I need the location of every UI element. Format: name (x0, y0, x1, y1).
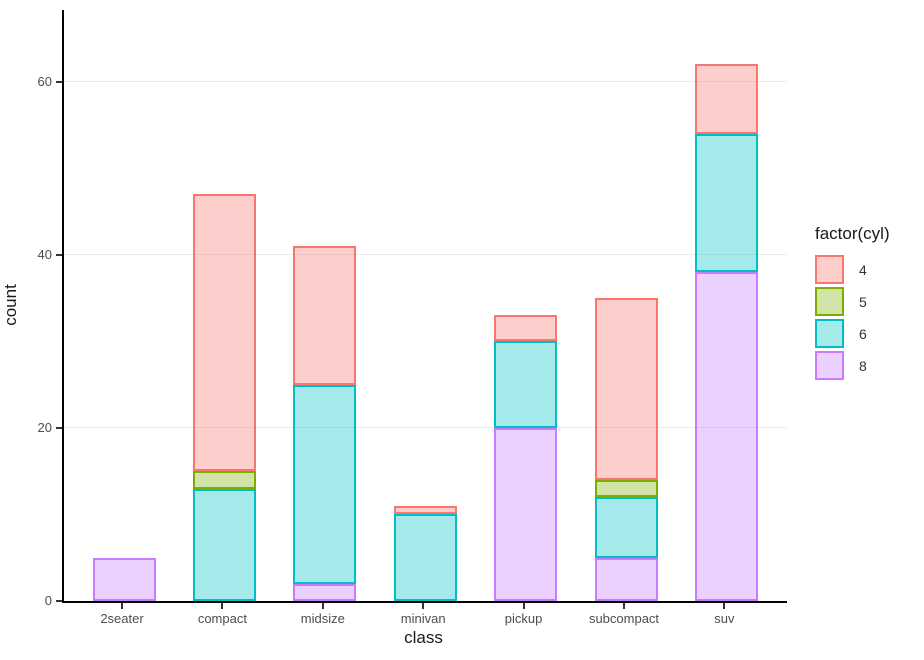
bar-segment-suv-cyl8 (694, 272, 758, 601)
bar-segment-midsize-cyl4 (293, 246, 357, 385)
x-axis-tick-2seater (121, 603, 123, 609)
bar-segment-minivan-cyl6 (393, 514, 457, 601)
legend-key-swatch-4 (815, 255, 844, 284)
legend: factor(cyl) 4 5 6 8 (815, 224, 890, 383)
bar-compact (192, 10, 256, 601)
legend-label-8: 8 (859, 357, 867, 374)
bar-segment-subcompact-cyl8 (594, 557, 658, 601)
plot-panel (62, 10, 787, 603)
x-axis-title: class (404, 628, 443, 647)
bar-segment-suv-cyl6 (694, 133, 758, 273)
y-axis-tick-label-20: 20 (37, 419, 52, 435)
legend-item-5: 5 (815, 287, 890, 316)
bar-segment-minivan-cyl4 (393, 505, 457, 515)
x-axis-tick-label-minivan: minivan (400, 611, 446, 626)
x-axis-tick-midsize (321, 603, 324, 609)
bar-segment-pickup-cyl4 (494, 315, 558, 342)
y-axis-tick-0 (56, 600, 62, 602)
legend-key-swatch-6 (815, 319, 844, 348)
y-axis-tick-label-40: 40 (37, 246, 52, 262)
bar-2seater (92, 10, 156, 601)
bar-segment-midsize-cyl8 (293, 583, 357, 601)
bar-segment-subcompact-cyl6 (594, 497, 658, 558)
y-axis-tick-40 (56, 253, 62, 256)
x-axis-tick-minivan (422, 603, 425, 609)
bar-subcompact (594, 10, 658, 601)
legend-label-5: 5 (859, 293, 867, 310)
x-axis-tick-label-suv: suv (714, 611, 735, 626)
legend-key-swatch-5 (815, 287, 844, 316)
bar-pickup (494, 10, 558, 601)
bar-segment-pickup-cyl6 (494, 341, 558, 428)
bar-segment-compact-cyl4 (192, 194, 256, 472)
bar-segment-subcompact-cyl4 (594, 298, 658, 480)
x-axis-tick-pickup (522, 603, 525, 609)
bar-segment-pickup-cyl8 (494, 427, 558, 601)
y-axis-tick-label-0: 0 (44, 593, 52, 608)
bar-segment-compact-cyl5 (192, 471, 256, 489)
bar-midsize (293, 10, 357, 601)
x-axis-tick-subcompact (623, 603, 625, 609)
x-axis-tick-label-2seater: 2seater (100, 611, 144, 626)
x-axis-tick-compact (221, 603, 224, 609)
legend-items: 4 5 6 8 (815, 255, 890, 380)
x-axis-tick-label-subcompact: subcompact (588, 611, 660, 626)
x-axis-tick-label-pickup: pickup (504, 611, 543, 626)
gridline-y-60 (64, 81, 787, 83)
bar-segment-suv-cyl4 (694, 64, 758, 134)
bar-suv (694, 10, 758, 601)
x-axis-tick-suv (723, 603, 726, 609)
legend-item-4: 4 (815, 255, 890, 284)
legend-item-8: 8 (815, 351, 890, 380)
bar-segment-subcompact-cyl5 (594, 479, 658, 498)
bar-segment-compact-cyl6 (192, 488, 256, 601)
gridline-y-40 (64, 254, 787, 256)
y-axis-tick-20 (56, 426, 62, 429)
legend-title: factor(cyl) (815, 224, 890, 243)
legend-key-swatch-8 (815, 351, 844, 380)
x-axis-tick-label-midsize: midsize (300, 611, 345, 626)
gridline-y-20 (64, 427, 787, 429)
bar-segment-2seater-cyl8 (92, 557, 156, 601)
bar-minivan (393, 10, 457, 601)
legend-item-6: 6 (815, 319, 890, 348)
legend-label-6: 6 (859, 325, 867, 342)
x-axis-tick-label-compact: compact (197, 611, 247, 626)
legend-label-4: 4 (859, 261, 867, 278)
bar-segment-midsize-cyl6 (293, 384, 357, 584)
y-axis-tick-label-60: 60 (37, 73, 52, 89)
y-axis-tick-60 (56, 80, 62, 83)
